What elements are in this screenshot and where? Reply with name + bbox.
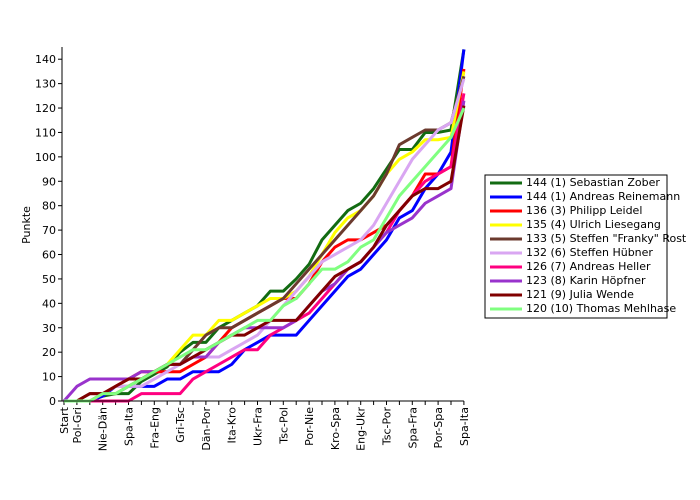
y-tick-label: 140 — [35, 53, 56, 66]
x-tick-label: Ita-Kro — [226, 407, 239, 444]
legend-label: 123 (8) Karin Höpfner — [526, 274, 646, 287]
series-line — [62, 100, 466, 402]
legend-label: 133 (5) Steffen "Franky" Rost — [526, 232, 687, 245]
x-tick-label: Por-Spa — [432, 407, 445, 448]
y-tick-label: 100 — [35, 151, 56, 164]
y-tick-label: 20 — [42, 346, 56, 359]
x-tick-label: Tsc-Pol — [277, 407, 290, 445]
y-tick-label: 60 — [42, 249, 56, 262]
x-tick-label: Tsc-Por — [381, 407, 394, 447]
x-tick-label: Spa-Fra — [406, 407, 419, 448]
series-line — [64, 93, 466, 403]
x-tick-label: Dän-Por — [200, 407, 213, 451]
series-line — [64, 107, 466, 403]
legend-label: 144 (1) Andreas Reinemann — [526, 190, 680, 203]
x-tick-label: Kro-Spa — [329, 407, 342, 450]
x-tick-label: Spa-Ita — [123, 407, 136, 446]
series-line — [64, 105, 466, 403]
y-tick-label: 30 — [42, 322, 56, 335]
y-tick-label: 10 — [42, 371, 56, 384]
series-line — [64, 68, 466, 403]
legend-label: 126 (7) Andreas Heller — [526, 260, 651, 273]
series-line — [64, 49, 466, 403]
y-tick-label: 90 — [42, 175, 56, 188]
x-tick-label: Por-Nie — [303, 407, 316, 446]
x-tick-label: Gri-Tsc — [174, 407, 187, 443]
y-tick-label: 110 — [35, 126, 56, 139]
series-line — [64, 49, 466, 403]
x-tick-label: Ukr-Fra — [252, 407, 265, 446]
y-tick-label: 80 — [42, 200, 56, 213]
y-tick-label: 130 — [35, 78, 56, 91]
x-tick-label: Fra-Eng — [148, 407, 161, 449]
x-tick-label: Eng-Ukr — [355, 407, 368, 451]
y-tick-label: 70 — [42, 224, 56, 237]
x-tick-label: Pol-Gri — [71, 407, 84, 444]
series-line — [64, 71, 466, 403]
legend-label: 135 (4) Ulrich Liesegang — [526, 218, 661, 231]
legend-label: 144 (1) Sebastian Zober — [526, 176, 660, 189]
legend-label: 120 (10) Thomas Mehlhase — [526, 302, 676, 315]
series-line — [64, 78, 466, 403]
legend-label: 136 (3) Philipp Leidel — [526, 204, 642, 217]
series-line — [64, 75, 466, 403]
y-axis-label: Punkte — [20, 206, 33, 244]
x-tick-label: Start — [58, 406, 71, 434]
y-tick-label: 50 — [42, 273, 56, 286]
legend-label: 121 (9) Julia Wende — [526, 288, 634, 301]
legend-label: 132 (6) Steffen Hübner — [526, 246, 653, 259]
y-tick-label: 120 — [35, 102, 56, 115]
y-tick-label: 40 — [42, 297, 56, 310]
x-tick-label: Nie-Dän — [97, 407, 110, 451]
y-tick-label: 0 — [49, 395, 56, 408]
x-tick-label: Spa-Ita — [458, 407, 471, 446]
